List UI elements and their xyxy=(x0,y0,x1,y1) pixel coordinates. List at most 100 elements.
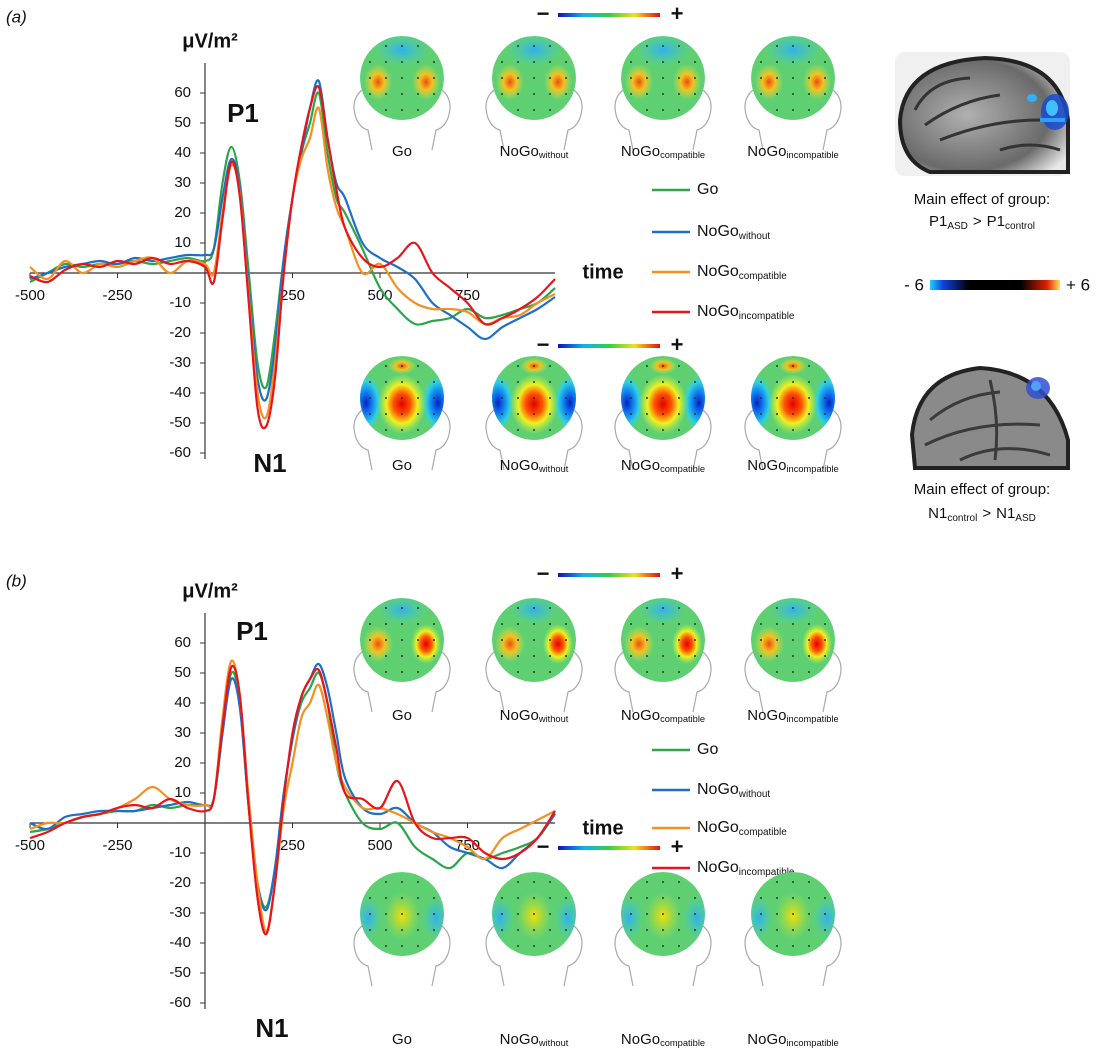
electrode xyxy=(549,397,551,399)
electrode xyxy=(517,881,519,883)
topomap xyxy=(354,872,450,986)
electrode xyxy=(417,945,419,947)
colorbar xyxy=(558,573,660,577)
y-tick-label: 40 xyxy=(174,144,191,161)
colorbar xyxy=(558,13,660,17)
y-tick-label: 60 xyxy=(174,634,191,651)
electrode xyxy=(385,365,387,367)
label: NoGowithout xyxy=(500,143,569,160)
electrode xyxy=(678,881,680,883)
electrode xyxy=(760,77,762,79)
panel-label: (b) xyxy=(6,571,27,590)
electrode xyxy=(662,45,664,47)
electrode xyxy=(760,913,762,915)
electrode xyxy=(792,639,794,641)
colorbar-label: + xyxy=(671,561,684,586)
electrode xyxy=(417,365,419,367)
label: NoGoincompatible xyxy=(747,707,838,724)
topomap xyxy=(745,872,841,986)
electrode xyxy=(417,913,419,915)
electrode xyxy=(792,429,794,431)
electrode xyxy=(808,655,810,657)
electrode xyxy=(549,607,551,609)
topomap xyxy=(486,596,582,712)
electrode xyxy=(385,397,387,399)
topomap xyxy=(615,872,711,986)
electrode xyxy=(549,429,551,431)
electrode xyxy=(808,381,810,383)
data-line xyxy=(30,86,555,428)
electrode xyxy=(401,897,403,899)
electrode xyxy=(760,413,762,415)
electrode xyxy=(533,429,535,431)
electrode xyxy=(385,913,387,915)
effect-contrast: P1ASD>P1control xyxy=(929,213,1035,232)
electrode xyxy=(776,913,778,915)
electrode xyxy=(533,881,535,883)
electrode xyxy=(646,945,648,947)
electrode xyxy=(417,109,419,111)
electrode xyxy=(369,397,371,399)
electrode xyxy=(678,913,680,915)
electrode xyxy=(433,413,435,415)
electrode xyxy=(417,655,419,657)
electrode xyxy=(808,365,810,367)
y-tick-label: 60 xyxy=(174,84,191,101)
electrode xyxy=(694,913,696,915)
electrode xyxy=(662,671,664,673)
label-name: NoGo xyxy=(621,457,660,474)
label-subscript: incompatible xyxy=(786,464,838,474)
electrode xyxy=(433,639,435,641)
electrode xyxy=(369,655,371,657)
electrode xyxy=(776,93,778,95)
electrode xyxy=(678,397,680,399)
electrode xyxy=(776,623,778,625)
label-subscript: without xyxy=(538,714,569,724)
label-subscript: compatible xyxy=(739,271,787,282)
electrode xyxy=(417,61,419,63)
topomap xyxy=(354,596,450,712)
electrode xyxy=(385,897,387,899)
x-tick-label: -250 xyxy=(102,287,132,304)
electrode xyxy=(385,93,387,95)
electrode xyxy=(417,397,419,399)
label-name: Go xyxy=(392,707,412,724)
electrode xyxy=(678,671,680,673)
electrode xyxy=(776,429,778,431)
electrode xyxy=(565,623,567,625)
electrode xyxy=(808,929,810,931)
electrode xyxy=(646,413,648,415)
electrode xyxy=(776,397,778,399)
label-name: NoGo xyxy=(697,781,739,798)
data-line xyxy=(30,672,555,907)
electrode xyxy=(433,381,435,383)
electrode xyxy=(808,897,810,899)
annotation: N1 xyxy=(253,448,286,478)
field-blob xyxy=(543,624,573,664)
electrode xyxy=(678,897,680,899)
electrode xyxy=(808,429,810,431)
electrode xyxy=(678,365,680,367)
electrode xyxy=(385,623,387,625)
electrode xyxy=(533,365,535,367)
electrode xyxy=(517,655,519,657)
electrode xyxy=(517,109,519,111)
electrode xyxy=(630,929,632,931)
colorbar-label: + xyxy=(671,332,684,357)
label: NoGowithout xyxy=(500,457,569,474)
label: NoGocompatible xyxy=(621,457,705,474)
electrode xyxy=(501,897,503,899)
field-blob xyxy=(813,896,841,940)
y-tick-label: -10 xyxy=(169,294,191,311)
electrode xyxy=(385,929,387,931)
label-name: Go xyxy=(697,181,718,198)
electrode xyxy=(385,881,387,883)
electrode xyxy=(808,913,810,915)
label: NoGowithout xyxy=(697,223,770,241)
electrode xyxy=(678,607,680,609)
annotation: N1 xyxy=(255,1013,288,1043)
label: NoGoincompatible xyxy=(697,303,795,321)
electrode xyxy=(369,929,371,931)
electrode xyxy=(401,655,403,657)
electrode xyxy=(401,381,403,383)
